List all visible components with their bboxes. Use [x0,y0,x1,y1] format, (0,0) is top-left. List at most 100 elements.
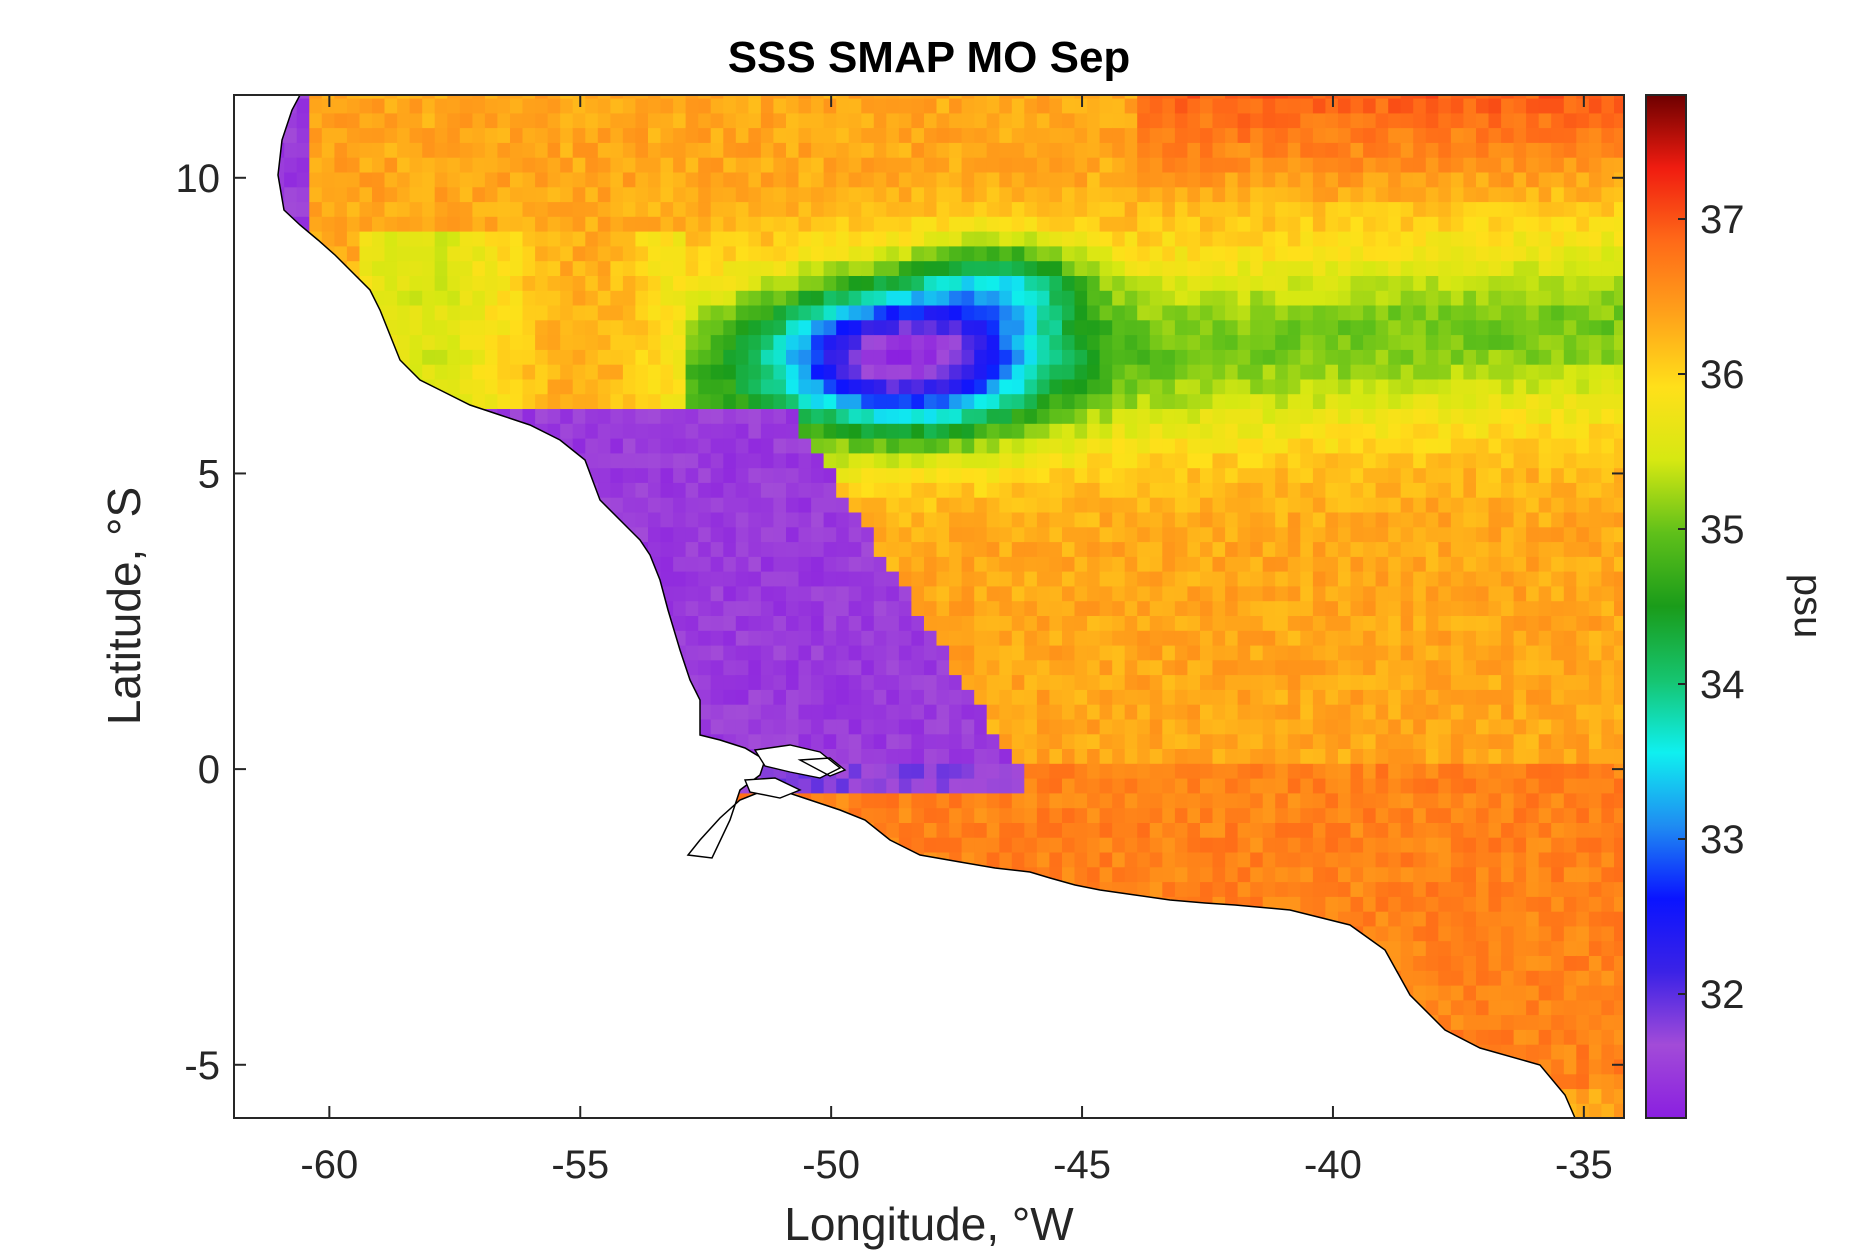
heatmap-cell [999,201,1013,217]
heatmap-cell [1024,201,1038,217]
heatmap-cell [886,438,900,454]
heatmap-cell [974,689,988,705]
heatmap-cell [472,319,486,336]
heatmap-cell [710,674,724,690]
heatmap-cell [823,541,837,557]
heatmap-cell [911,157,925,173]
heatmap-cell [510,275,524,291]
heatmap-cell [760,201,774,217]
heatmap-cell [698,95,712,99]
heatmap-cell [1099,157,1113,173]
heatmap-cell [786,674,800,690]
heatmap-cell [1124,881,1138,897]
heatmap-cell [585,201,599,217]
heatmap-cell [459,231,473,247]
heatmap-cell [735,142,749,158]
heatmap-cell [1099,630,1113,646]
heatmap-cell [986,630,1000,646]
heatmap-cell [673,98,687,114]
heatmap-cell [372,142,386,158]
heatmap-cell [610,98,624,114]
heatmap-cell [648,304,662,321]
heatmap-cell [911,556,925,572]
heatmap-cell [409,275,423,291]
heatmap-cell [710,364,724,380]
heatmap-cell [848,201,862,217]
heatmap-cell [673,408,687,424]
heatmap-cell [1099,393,1113,409]
heatmap-cell [760,290,774,306]
heatmap-cell [949,142,963,158]
heatmap-cell [597,112,611,129]
heatmap-cell [723,674,737,690]
heatmap-cell [836,659,850,676]
heatmap-cell [648,95,662,99]
heatmap-cell [1024,674,1038,690]
heatmap-cell [999,778,1013,794]
heatmap-cell [422,95,436,99]
heatmap-cell [911,630,925,646]
heatmap-cell [284,157,298,173]
heatmap-cell [698,423,712,439]
heatmap-cell [949,541,963,557]
heatmap-cell [547,378,561,395]
heatmap-cell [1099,733,1113,749]
heatmap-cell [823,127,837,143]
heatmap-cell [685,541,699,557]
heatmap-cell [748,349,762,365]
heatmap-cell [535,334,549,350]
heatmap-cell [735,245,749,262]
heatmap-cell [710,95,724,99]
heatmap-cell [1036,718,1050,735]
heatmap-cell [397,245,411,262]
heatmap-cell [773,467,787,483]
heatmap-cell [648,171,662,188]
heatmap-cell [572,423,586,439]
heatmap-cell [447,319,461,336]
heatmap-cell [898,571,912,587]
heatmap-cell [861,674,875,690]
heatmap-cell [497,216,511,232]
heatmap-cell [861,644,875,661]
heatmap-cell [949,275,963,291]
heatmap-cell [497,334,511,350]
heatmap-cell [497,142,511,158]
heatmap-cell [560,275,574,291]
heatmap-cell [1062,511,1076,528]
heatmap-cell [459,364,473,380]
heatmap-cell [798,201,812,217]
heatmap-cell [1036,585,1050,602]
heatmap-cell [986,763,1000,779]
heatmap-cell [1099,585,1113,602]
heatmap-cell [610,497,624,513]
heatmap-cell [484,334,498,350]
heatmap-cell [1024,837,1038,853]
heatmap-cell [1124,837,1138,853]
heatmap-cell [510,364,524,380]
heatmap-cell [384,201,398,217]
heatmap-cell [873,378,887,395]
heatmap-cell [572,378,586,395]
heatmap-cell [936,511,950,528]
heatmap-cell [748,127,762,143]
heatmap-cell [1112,378,1126,395]
heatmap-cell [1049,290,1063,306]
heatmap-cell [660,541,674,557]
heatmap-cell [735,260,749,276]
heatmap-cell [610,260,624,276]
heatmap-cell [1099,467,1113,483]
heatmap-cell [911,526,925,543]
heatmap-cell [497,349,511,365]
heatmap-cell [949,674,963,690]
heatmap-cell [798,304,812,321]
heatmap-cell [836,674,850,690]
heatmap-cell [1024,319,1038,336]
heatmap-cell [836,98,850,114]
heatmap-cell [334,186,348,203]
heatmap-cell [786,364,800,380]
heatmap-cell [735,600,749,616]
heatmap-cell [685,393,699,409]
heatmap-cell [497,378,511,395]
heatmap-cell [710,482,724,498]
heatmap-cell [1049,95,1063,99]
